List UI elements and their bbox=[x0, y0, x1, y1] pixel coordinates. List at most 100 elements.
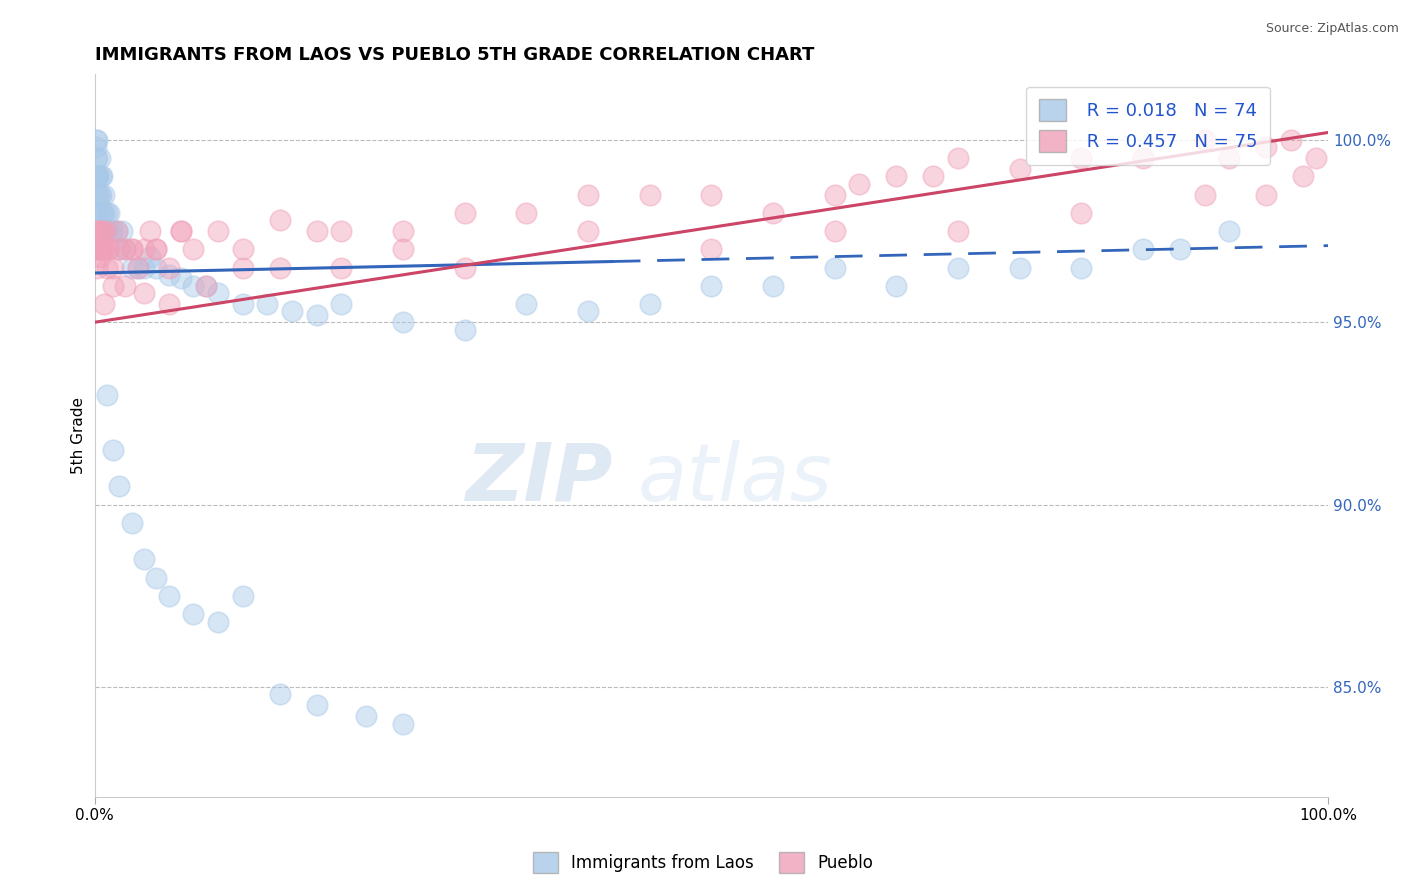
Point bbox=[576, 224, 599, 238]
Point bbox=[87, 169, 110, 184]
Point bbox=[127, 260, 149, 275]
Point bbox=[232, 260, 254, 275]
Legend:  R = 0.018   N = 74,  R = 0.457   N = 75: R = 0.018 N = 74, R = 0.457 N = 75 bbox=[1026, 87, 1270, 165]
Point bbox=[453, 322, 475, 336]
Y-axis label: 5th Grade: 5th Grade bbox=[72, 397, 86, 474]
Point bbox=[824, 187, 846, 202]
Point bbox=[87, 187, 110, 202]
Point bbox=[1008, 260, 1031, 275]
Point bbox=[1168, 242, 1191, 256]
Point bbox=[181, 242, 204, 256]
Point bbox=[90, 242, 112, 256]
Point bbox=[1292, 169, 1315, 184]
Point bbox=[108, 242, 131, 256]
Point bbox=[84, 169, 107, 184]
Point bbox=[194, 278, 217, 293]
Point bbox=[946, 224, 969, 238]
Point bbox=[170, 224, 193, 238]
Point bbox=[194, 278, 217, 293]
Point bbox=[762, 278, 785, 293]
Point bbox=[90, 169, 112, 184]
Point bbox=[392, 242, 415, 256]
Point bbox=[1132, 242, 1154, 256]
Point bbox=[157, 268, 180, 282]
Point bbox=[762, 206, 785, 220]
Point bbox=[1008, 161, 1031, 176]
Point bbox=[101, 442, 124, 457]
Point bbox=[121, 242, 143, 256]
Point bbox=[93, 187, 115, 202]
Point bbox=[111, 224, 134, 238]
Point bbox=[281, 304, 304, 318]
Text: Source: ZipAtlas.com: Source: ZipAtlas.com bbox=[1265, 22, 1399, 36]
Point bbox=[232, 242, 254, 256]
Point bbox=[1256, 187, 1278, 202]
Point bbox=[946, 260, 969, 275]
Point bbox=[114, 278, 136, 293]
Point bbox=[1194, 187, 1216, 202]
Point bbox=[207, 615, 229, 629]
Point bbox=[91, 224, 114, 238]
Point bbox=[86, 133, 108, 147]
Point bbox=[93, 242, 115, 256]
Point bbox=[96, 206, 118, 220]
Point bbox=[700, 187, 723, 202]
Point bbox=[232, 589, 254, 603]
Point bbox=[1305, 151, 1327, 165]
Point bbox=[392, 716, 415, 731]
Point bbox=[105, 224, 128, 238]
Point bbox=[87, 169, 110, 184]
Point bbox=[305, 224, 328, 238]
Point bbox=[330, 260, 353, 275]
Point bbox=[114, 242, 136, 256]
Point bbox=[108, 479, 131, 493]
Point bbox=[269, 688, 291, 702]
Point bbox=[93, 297, 115, 311]
Point bbox=[700, 242, 723, 256]
Point bbox=[181, 278, 204, 293]
Point bbox=[170, 271, 193, 285]
Point bbox=[207, 224, 229, 238]
Point bbox=[86, 242, 108, 256]
Point bbox=[305, 698, 328, 713]
Point bbox=[139, 224, 162, 238]
Point bbox=[330, 297, 353, 311]
Point bbox=[157, 260, 180, 275]
Point bbox=[96, 242, 118, 256]
Point bbox=[170, 224, 193, 238]
Point bbox=[98, 242, 121, 256]
Point bbox=[1218, 151, 1240, 165]
Point bbox=[922, 169, 945, 184]
Point bbox=[90, 224, 112, 238]
Point bbox=[84, 151, 107, 165]
Point bbox=[89, 187, 111, 202]
Point bbox=[86, 260, 108, 275]
Point bbox=[145, 242, 167, 256]
Point bbox=[824, 224, 846, 238]
Point bbox=[121, 516, 143, 530]
Point bbox=[207, 286, 229, 301]
Point bbox=[132, 552, 155, 566]
Point bbox=[84, 133, 107, 147]
Point bbox=[98, 206, 121, 220]
Point bbox=[86, 206, 108, 220]
Point bbox=[84, 224, 107, 238]
Point bbox=[946, 151, 969, 165]
Point bbox=[86, 169, 108, 184]
Point bbox=[824, 260, 846, 275]
Point bbox=[91, 169, 114, 184]
Point bbox=[1070, 151, 1092, 165]
Point bbox=[638, 187, 661, 202]
Point bbox=[1194, 133, 1216, 147]
Point bbox=[114, 242, 136, 256]
Point bbox=[392, 224, 415, 238]
Point bbox=[108, 242, 131, 256]
Point bbox=[96, 224, 118, 238]
Point bbox=[90, 187, 112, 202]
Point bbox=[132, 286, 155, 301]
Point bbox=[232, 297, 254, 311]
Point bbox=[101, 260, 124, 275]
Legend: Immigrants from Laos, Pueblo: Immigrants from Laos, Pueblo bbox=[526, 846, 880, 880]
Point bbox=[269, 213, 291, 227]
Point bbox=[89, 250, 111, 264]
